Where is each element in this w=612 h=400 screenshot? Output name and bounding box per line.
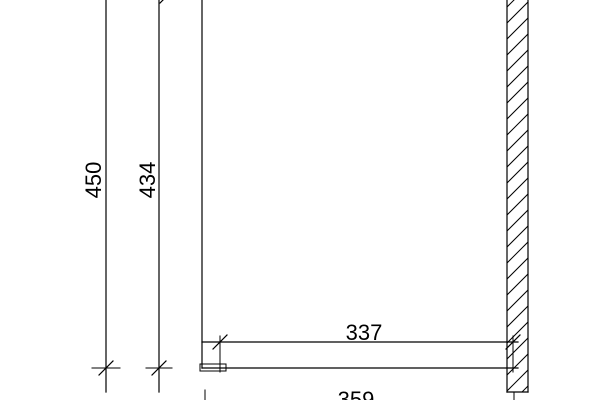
wall-hatch-stroke: [507, 177, 528, 200]
wall-hatch-stroke: [507, 321, 528, 344]
dimension-434: 434: [135, 0, 173, 393]
wall-hatch-stroke: [507, 81, 528, 104]
dimension-450-tick: [98, 360, 114, 376]
dimension-450: 450: [81, 0, 121, 393]
wall-hatch-stroke: [507, 33, 528, 56]
wall-hatching: [507, 0, 528, 392]
dimension-434-label: 434: [135, 162, 160, 199]
wall-hatch-stroke: [507, 97, 528, 120]
wall-hatch-stroke: [507, 225, 528, 248]
wall-hatch-stroke: [507, 65, 528, 88]
dimension-359-label: 359: [338, 387, 375, 400]
wall-hatch-stroke: [507, 273, 528, 296]
wall-hatch-stroke: [507, 17, 528, 40]
dimension-337-label: 337: [346, 320, 383, 345]
dimension-434-top-tick: [159, 0, 164, 4]
wall-hatch-stroke: [507, 305, 528, 328]
dimension-434-tick: [151, 360, 167, 376]
wall-hatch-stroke: [507, 257, 528, 280]
wall: [506, 0, 529, 393]
post-base-plate: [199, 363, 227, 372]
wall-hatch-stroke: [507, 369, 528, 392]
wall-hatch-stroke: [521, 385, 528, 392]
wall-hatch-stroke: [507, 129, 528, 152]
wall-hatch-stroke: [507, 193, 528, 216]
dimension-337-tick-right: [505, 334, 521, 350]
dimension-337-tick-left: [212, 334, 228, 350]
dimension-359: 359: [204, 387, 515, 400]
wall-hatch-stroke: [507, 49, 528, 72]
dimension-450-label: 450: [81, 162, 106, 199]
wall-hatch-stroke: [507, 0, 515, 8]
wall-hatch-stroke: [507, 145, 528, 168]
wall-hatch-stroke: [507, 241, 528, 264]
wall-hatch-stroke: [507, 1, 528, 24]
wall-hatch-stroke: [507, 161, 528, 184]
wall-hatch-stroke: [507, 113, 528, 136]
wall-hatch-stroke: [507, 337, 528, 360]
wall-hatch-stroke: [507, 289, 528, 312]
dimension-337: 337: [212, 320, 521, 373]
wall-hatch-stroke: [507, 209, 528, 232]
wall-hatch-stroke: [507, 353, 528, 376]
